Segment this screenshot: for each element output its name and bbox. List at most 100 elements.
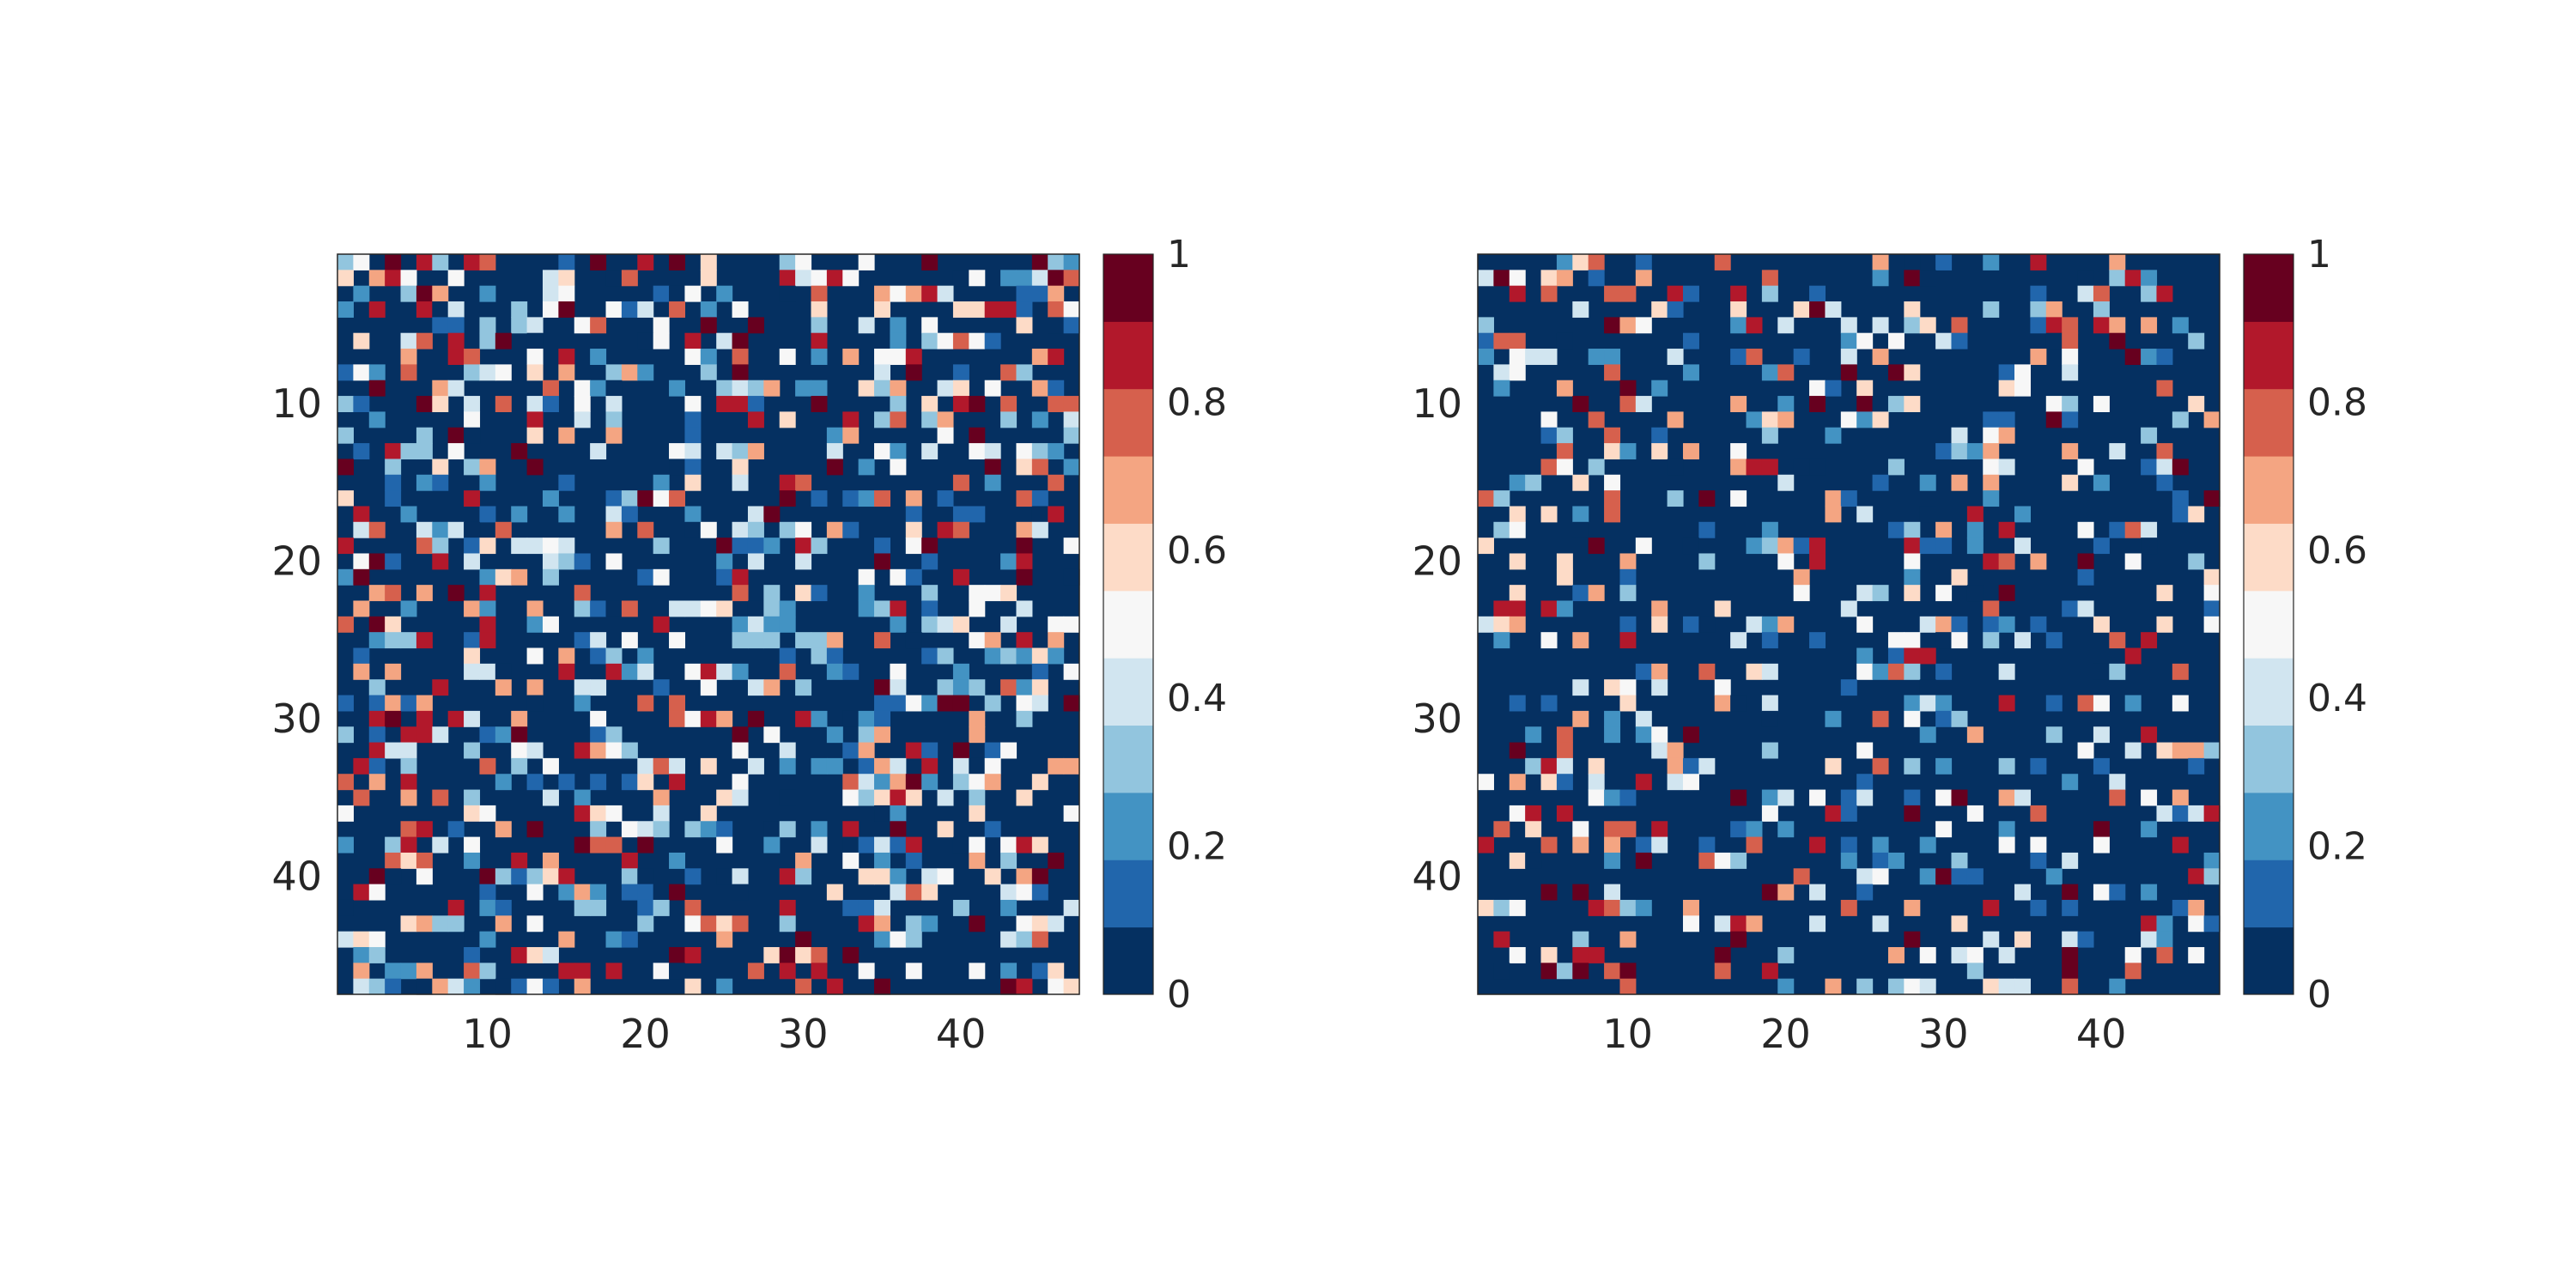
heatmap-cell	[826, 632, 843, 649]
heatmap-cell	[2093, 884, 2110, 901]
heatmap-cell	[1998, 978, 2015, 995]
heatmap-cell	[416, 301, 433, 318]
heatmap-cell	[1588, 411, 1605, 428]
heatmap-cell	[716, 568, 733, 586]
heatmap-cell	[1509, 270, 1526, 287]
heatmap-cell	[511, 301, 528, 318]
heatmap-cell	[511, 710, 528, 727]
heatmap-cell	[1000, 364, 1018, 381]
heatmap-cell	[1872, 317, 1889, 334]
heatmap-cell	[368, 726, 386, 744]
heatmap-cell	[952, 270, 969, 287]
heatmap-cell	[1509, 364, 1526, 381]
heatmap-cells	[337, 254, 1080, 995]
heatmap-cell	[1935, 710, 1953, 727]
heatmap-cell	[1983, 411, 2000, 428]
heatmap-cell	[1904, 663, 1921, 680]
heatmap-cell	[447, 443, 465, 460]
heatmap-cell	[637, 647, 654, 665]
heatmap-cell	[732, 616, 749, 633]
heatmap-cell	[653, 490, 670, 507]
y-tick-label: 30	[1412, 696, 1462, 742]
colorbar-segment	[2244, 456, 2293, 524]
heatmap-cell	[1478, 899, 1494, 916]
heatmap-cell	[1540, 600, 1558, 617]
heatmap-cell	[1651, 443, 1668, 460]
heatmap-cell	[1619, 899, 1637, 916]
heatmap-cell	[353, 521, 370, 538]
heatmap-cell	[842, 270, 860, 287]
heatmap-cell	[1761, 285, 1778, 302]
heatmap-cell	[637, 695, 654, 712]
heatmap-cell	[400, 726, 417, 744]
heatmap-cell	[669, 490, 686, 507]
heatmap-cell	[700, 710, 717, 727]
heatmap-cell	[605, 742, 623, 759]
heatmap-cell	[826, 726, 843, 744]
heatmap-cell	[353, 506, 370, 523]
heatmap-cell	[2156, 616, 2173, 633]
heatmap-cell	[2109, 663, 2126, 680]
heatmap-cell	[732, 380, 749, 397]
heatmap-cell	[811, 317, 828, 334]
heatmap-cell	[479, 285, 496, 302]
heatmap-cell	[432, 285, 449, 302]
heatmap-cell	[1872, 254, 1889, 270]
heatmap-cell	[337, 459, 354, 476]
heatmap-cell	[747, 538, 764, 555]
heatmap-cell	[432, 679, 449, 696]
heatmap-cell	[2045, 411, 2063, 428]
heatmap-cell	[1016, 490, 1033, 507]
heatmap-cell	[684, 600, 702, 617]
heatmap-cell	[1793, 301, 1810, 318]
heatmap-cell	[669, 695, 686, 712]
heatmap-cell	[1809, 836, 1826, 854]
heatmap-cell	[1509, 742, 1526, 759]
heatmap-cell	[779, 285, 796, 302]
heatmap-cell	[1525, 474, 1542, 491]
heatmap-cell	[653, 679, 670, 696]
heatmap-cell	[385, 553, 402, 570]
heatmap-cell	[447, 301, 465, 318]
heatmap-cell	[526, 396, 544, 412]
heatmap-cell	[1556, 963, 1573, 980]
heatmap-cell	[416, 695, 433, 712]
heatmap-cell	[574, 742, 591, 759]
heatmap-cell	[921, 553, 939, 570]
heatmap-cell	[2093, 695, 2110, 712]
heatmap-cell	[1698, 616, 1716, 633]
heatmap-cell	[1540, 285, 1558, 302]
heatmap-cell	[763, 632, 781, 649]
heatmap-cell	[337, 805, 354, 822]
heatmap-cell	[637, 774, 654, 791]
heatmap-cell	[1777, 317, 1795, 334]
heatmap-cell	[432, 789, 449, 806]
heatmap-cell	[1935, 632, 1953, 649]
heatmap-cell	[937, 332, 954, 349]
heatmap-cell	[1635, 317, 1652, 334]
heatmap-cell	[1872, 411, 1889, 428]
heatmap-cell	[763, 600, 781, 617]
heatmap-cell	[558, 349, 575, 365]
heatmap-cell	[368, 978, 386, 995]
heatmap-cell	[905, 963, 922, 980]
heatmap-cell	[1746, 663, 1763, 680]
heatmap-cell	[2172, 695, 2189, 712]
heatmap-cell	[2172, 789, 2189, 806]
heatmap-cell	[969, 301, 986, 318]
heatmap-cell	[1682, 774, 1699, 791]
heatmap-cell	[1509, 852, 1526, 869]
heatmap-cell	[858, 757, 875, 775]
heatmap-cell	[1904, 317, 1921, 334]
heatmap-cell	[1856, 742, 1874, 759]
heatmap-cell	[400, 963, 417, 980]
heatmap-cell	[1016, 789, 1033, 806]
heatmap-cell	[1761, 695, 1778, 712]
heatmap-cell	[811, 349, 828, 365]
heatmap-cell	[1904, 710, 1921, 727]
heatmap-cell	[905, 506, 922, 523]
heatmap-cell	[2077, 521, 2094, 538]
heatmap-cell	[905, 884, 922, 901]
heatmap-cell	[1919, 474, 1936, 491]
heatmap-cell	[1840, 852, 1857, 869]
